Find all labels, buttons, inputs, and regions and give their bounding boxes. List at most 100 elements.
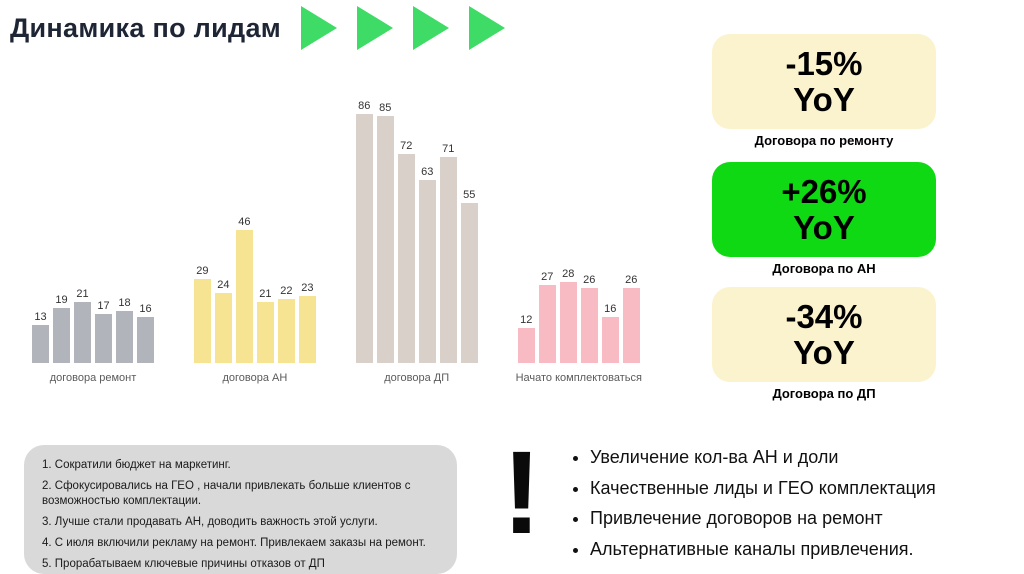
- kpi-label: Договора по ремонту: [754, 133, 894, 148]
- bar-column: 24: [214, 279, 232, 363]
- bar-group-1: 13 19 21 17 18 16 договора ремонт: [30, 288, 156, 384]
- highlight-item: Увеличение кол-ва АН и доли: [590, 446, 1016, 469]
- bar-column: 21: [256, 288, 274, 363]
- kpi-value: -15%: [785, 44, 863, 82]
- bar-value-label: 55: [463, 189, 476, 201]
- category-label: договора ДП: [384, 372, 450, 384]
- note-item: 5. Прорабатываем ключевые причины отказо…: [42, 557, 325, 570]
- category-label: договора ремонт: [49, 372, 137, 384]
- bar-column: 22: [277, 285, 295, 363]
- slide-header: Динамика по лидам: [10, 6, 506, 50]
- category-label: Начато комплектоваться: [515, 372, 642, 384]
- bar-column: 63: [418, 166, 436, 363]
- bar-value-label: 63: [421, 166, 434, 178]
- bar-column: 13: [32, 311, 49, 363]
- exclamation-mark: !: [502, 427, 542, 559]
- bar: [376, 116, 394, 363]
- bar-value-label: 46: [238, 216, 251, 228]
- bar-column: 46: [235, 216, 253, 363]
- bar-value-label: 12: [520, 314, 533, 326]
- bar: [74, 302, 91, 363]
- notes-box: 1. Сократили бюджет на маркетинг. 2. Сфок…: [24, 445, 457, 574]
- bar-column: 17: [95, 300, 112, 363]
- bar: [214, 293, 232, 363]
- highlight-item: Качественные лиды и ГЕО комплектация: [590, 477, 1016, 500]
- bar-value-label: 71: [442, 143, 455, 155]
- bar: [559, 282, 577, 363]
- bar: [53, 308, 70, 363]
- bar: [397, 154, 415, 363]
- notes-list: 1. Сократили бюджет на маркетинг. 2. Сфок…: [42, 458, 439, 572]
- bar: [277, 299, 295, 363]
- bar: [355, 114, 373, 363]
- bar: [116, 311, 133, 363]
- bar-column: 26: [622, 274, 640, 363]
- kpi-card-remont-wrap: -15% YoY Договора по ремонту: [712, 34, 936, 148]
- leads-bar-chart: 13 19 21 17 18 16 договора ремонт 29 24 46 21 22 23 д…: [30, 100, 642, 384]
- bar-value-label: 22: [280, 285, 293, 297]
- bar-value-label: 23: [301, 282, 314, 294]
- bar-columns: 13 19 21 17 18 16: [30, 288, 156, 363]
- kpi-label: Договора по АН: [772, 261, 876, 276]
- bar: [439, 157, 457, 363]
- bar-column: 71: [439, 143, 457, 363]
- bar: [193, 279, 211, 363]
- highlights-list: Увеличение кол-ва АН и доли Качественные …: [566, 446, 1016, 568]
- bar-value-label: 16: [604, 303, 617, 315]
- bar-value-label: 27: [541, 271, 554, 283]
- bar: [601, 317, 619, 363]
- bar-value-label: 28: [562, 268, 575, 280]
- bar-value-label: 13: [34, 311, 47, 323]
- green-arrow-icon: [301, 6, 338, 50]
- bar-value-label: 85: [379, 102, 392, 114]
- kpi-card-dp: -34% YoY: [712, 287, 936, 382]
- page-title: Динамика по лидам: [10, 12, 282, 43]
- note-item: 3. Лучше стали продавать АН, доводить ва…: [42, 515, 378, 528]
- bar-value-label: 26: [583, 274, 596, 286]
- kpi-card-an: +26% YoY: [712, 162, 936, 257]
- bar-group-4: 12 27 28 26 16 26 Начато комплектоваться: [516, 268, 642, 384]
- bar-value-label: 19: [55, 294, 68, 306]
- bar-column: 28: [559, 268, 577, 363]
- arrow-decorations: [301, 6, 506, 50]
- kpi-value: -34%: [785, 297, 863, 335]
- kpi-value: +26%: [781, 172, 867, 210]
- bar-value-label: 24: [217, 279, 230, 291]
- bar-value-label: 29: [196, 265, 209, 277]
- bar-columns: 12 27 28 26 16 26: [516, 268, 642, 363]
- bar: [517, 328, 535, 363]
- bar-columns: 29 24 46 21 22 23: [192, 216, 318, 363]
- note-item: 1. Сократили бюджет на маркетинг.: [42, 459, 231, 471]
- bar: [538, 285, 556, 363]
- bar-value-label: 86: [358, 100, 371, 112]
- note-item: 4. С июля включили рекламу на ремонт. Пр…: [42, 536, 426, 549]
- bar-column: 16: [601, 303, 619, 363]
- bar: [418, 180, 436, 363]
- bar-column: 85: [376, 102, 394, 363]
- bar-column: 21: [74, 288, 91, 363]
- kpi-card-remont: -15% YoY: [712, 34, 936, 129]
- highlight-item: Привлечение договоров на ремонт: [590, 507, 1016, 530]
- kpi-unit: YoY: [793, 80, 855, 118]
- bar-value-label: 18: [118, 297, 131, 309]
- kpi-unit: YoY: [793, 208, 855, 246]
- bar-group-3: 86 85 72 63 71 55 договора ДП: [354, 100, 480, 384]
- bar: [235, 230, 253, 363]
- bar-column: 86: [355, 100, 373, 363]
- bar-column: 18: [116, 297, 133, 363]
- bar-value-label: 16: [139, 303, 152, 315]
- bar: [256, 302, 274, 363]
- green-arrow-icon: [413, 6, 450, 50]
- category-label: договора АН: [222, 372, 288, 384]
- bar-column: 27: [538, 271, 556, 363]
- kpi-card-dp-wrap: -34% YoY Договора по ДП: [712, 287, 936, 401]
- bar-value-label: 21: [259, 288, 272, 300]
- bar-value-label: 26: [625, 274, 638, 286]
- note-item: 2. Сфокусировались на ГЕО , начали привл…: [42, 479, 411, 507]
- bar-value-label: 21: [76, 288, 89, 300]
- highlight-item: Альтернативные каналы привлечения.: [590, 538, 1016, 561]
- bar-value-label: 17: [97, 300, 110, 312]
- bar: [32, 325, 49, 363]
- bar-columns: 86 85 72 63 71 55: [354, 100, 480, 363]
- chart-bars: 13 19 21 17 18 16 договора ремонт 29 24 46 21 22 23 д…: [30, 100, 642, 384]
